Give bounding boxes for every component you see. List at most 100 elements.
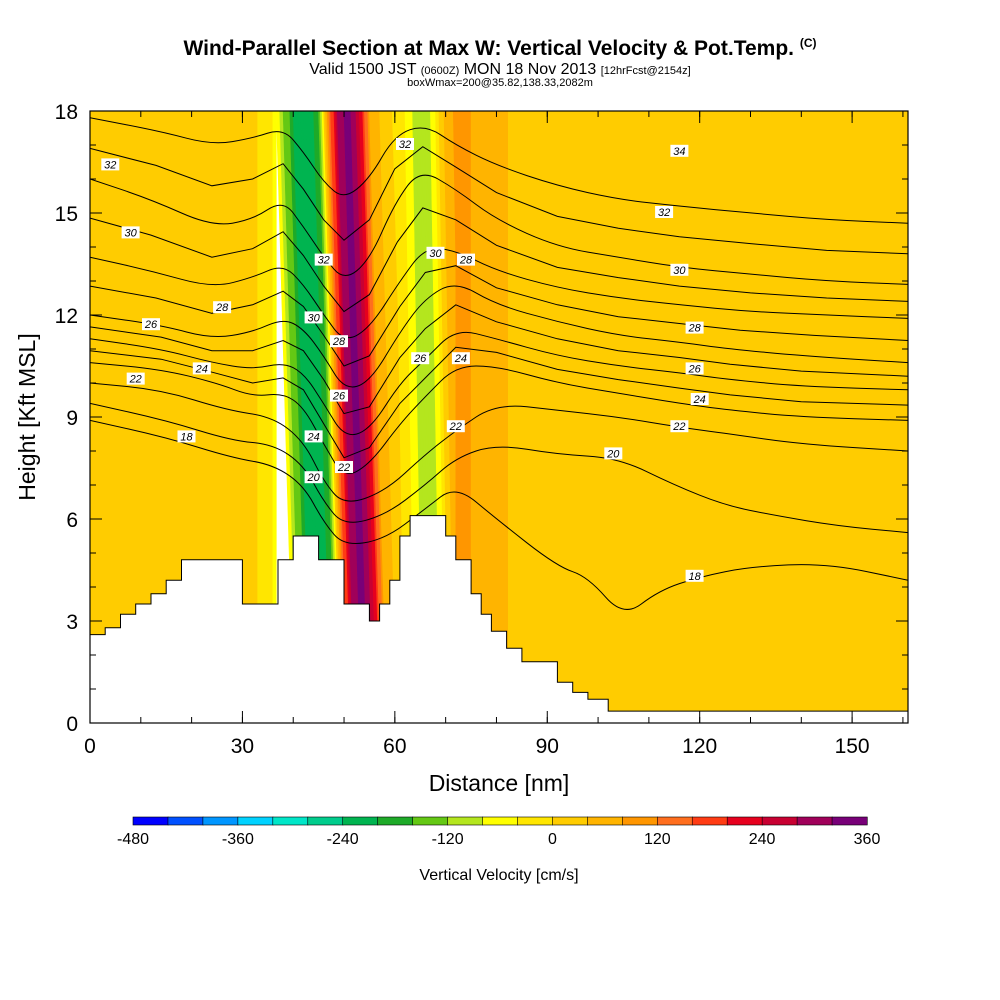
colorbar-swatch [831,816,868,826]
colorbar-swatch [412,816,449,826]
velocity-band [699,111,717,723]
theta-contours [90,117,908,610]
theta-contour-minor [90,346,908,459]
colorbar-swatch [517,816,554,826]
contour-label: 30 [307,312,320,324]
contour-label-bg [670,144,689,157]
velocity-band [371,111,393,723]
colorbar-swatch [377,816,414,826]
x-tick-label: 90 [536,735,559,758]
contour-labels: 32 30 28 26 24 22 18 32 30 28 26 24 20 22 32 30 28 26 24 22… [101,138,709,583]
theta-contour-26 [90,331,908,436]
theta-contour-28 [90,285,908,388]
y-tick-label: 9 [66,407,78,430]
terrain [90,515,908,723]
contour-label: 30 [673,265,686,277]
colorbar-swatch [447,816,484,826]
contour-label-bg [192,362,211,375]
velocity-band [507,111,516,723]
colorbar-swatch [796,816,833,826]
plot-content: 32 30 28 26 24 22 18 32 30 28 26 24 20 22 32 30 28 26 24 22… [90,111,908,723]
velocity-band [350,111,371,723]
contour-label-bg [101,158,120,171]
velocity-band [374,111,396,723]
colorbar-swatch [132,816,169,826]
contour-label: 22 [449,421,462,433]
velocity-band [546,111,561,723]
velocity-band [347,111,368,723]
contour-label-bg [655,206,674,218]
contour-label: 32 [399,139,411,151]
velocity-band [521,111,535,723]
contour-label: 32 [318,255,330,267]
contour-label: 24 [195,363,208,375]
velocity-band [343,111,364,723]
velocity-band [369,111,391,723]
theta-contour-24 [90,362,908,474]
velocity-band [585,111,599,723]
colorbar-swatch [691,816,728,826]
contour-label-bg [426,246,445,259]
x-tick-label: 30 [231,735,254,758]
contour-label-bg [304,430,323,443]
contour-label: 18 [688,571,701,583]
velocity-band [338,111,359,723]
velocity-band [682,111,701,723]
velocity-band [331,111,353,723]
colorbar-swatch [307,816,344,826]
x-tick-label: 150 [835,735,870,758]
colorbar-swatch [342,816,379,826]
velocity-band [352,111,373,723]
colorbar-tick-label: 0 [548,831,557,848]
theta-contour-minor [90,207,908,313]
colorbar-tick-label: -480 [117,831,149,848]
colorbar-tick-label: -360 [222,831,254,848]
y-tick-label: 15 [55,203,78,226]
colorbar-tick-label: 360 [854,831,881,848]
colorbar-tick-label: -120 [432,831,464,848]
contour-label: 24 [306,431,319,443]
contour-label: 28 [687,323,701,335]
velocity-band [345,111,366,723]
velocity-band [376,111,398,723]
velocity-band [336,111,358,723]
velocity-band [750,111,768,723]
theta-contour-18 [90,419,908,610]
contour-label: 24 [693,394,706,406]
contour-label-bg [670,420,689,433]
x-axis-title: Distance [nm] [429,770,570,796]
velocity-band [252,111,256,723]
velocity-band [123,111,142,723]
contour-label: 26 [332,391,346,403]
contour-label: 32 [658,207,670,219]
colorbar-tick-label: 120 [644,831,671,848]
contour-label-bg [604,447,623,460]
theta-contour-20 [90,402,908,534]
colorbar-swatch [482,816,519,826]
colorbar-title: Vertical Velocity [cm/s] [419,867,578,884]
y-tick-label: 0 [66,713,78,736]
velocity-band [733,111,751,723]
colorbar-swatch [552,816,588,826]
contour-label: 34 [673,146,685,158]
colorbar-swatch [587,816,623,826]
velocity-band [360,111,381,723]
velocity-band [501,111,509,723]
contour-label-bg [396,138,414,150]
y-tick-label: 6 [66,509,78,532]
contour-label-bg [685,362,704,375]
velocity-band [355,111,376,723]
velocity-band [244,111,248,723]
contour-label-bg [121,226,140,239]
contour-label-bg [451,352,470,365]
velocity-band [716,111,734,723]
velocity-band [249,111,253,723]
theta-contour-32 [90,174,908,285]
velocity-band [362,111,383,723]
velocity-band [597,111,616,723]
contour-label-bg [670,263,689,276]
colorbar-swatch [622,816,658,826]
y-tick-label: 12 [55,305,78,328]
contour-label: 22 [129,374,142,386]
chart-subtitle-box: boxWmax=200@35.82,138.33,2082m [407,77,593,89]
